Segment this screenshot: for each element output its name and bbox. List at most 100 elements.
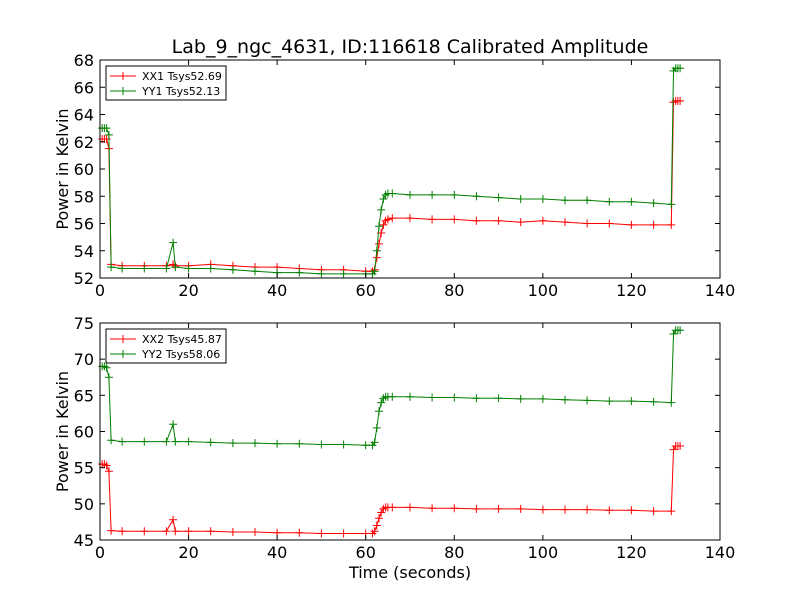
x-tick-label: 60	[356, 281, 376, 300]
y-tick-label: 65	[74, 386, 94, 405]
data-point	[273, 439, 282, 448]
x-tick-label: 140	[705, 281, 736, 300]
data-point	[388, 392, 397, 401]
legend-label: XX1 Tsys52.69	[142, 70, 222, 83]
data-point	[339, 269, 348, 278]
data-point	[295, 268, 304, 277]
data-point	[372, 521, 381, 530]
x-tick-label: 80	[444, 281, 464, 300]
data-point	[377, 508, 386, 517]
data-point	[102, 124, 111, 133]
data-point	[538, 195, 547, 203]
y-tick-label: 55	[74, 459, 94, 478]
data-point	[516, 195, 525, 203]
data-point	[428, 215, 437, 224]
data-point	[339, 440, 348, 449]
legend-box	[105, 328, 227, 364]
legend-marker	[119, 87, 127, 95]
data-point	[102, 461, 111, 470]
data-point	[561, 395, 569, 404]
data-point	[538, 394, 547, 403]
data-point	[627, 197, 636, 206]
data-point	[171, 263, 180, 272]
data-point	[251, 267, 259, 276]
x-tick-label: 140	[705, 543, 736, 562]
x-tick-label: 100	[528, 543, 559, 562]
data-point	[538, 505, 547, 514]
data-point	[375, 407, 383, 416]
data-point	[428, 504, 437, 513]
data-point	[107, 436, 116, 445]
data-point	[370, 267, 379, 276]
data-point	[450, 504, 459, 513]
data-point	[140, 437, 149, 446]
y-tick-label: 70	[74, 350, 94, 369]
data-point	[669, 445, 678, 454]
data-point	[162, 264, 171, 273]
data-point	[171, 527, 180, 536]
data-point	[379, 220, 388, 229]
y-tick-label: 66	[74, 78, 94, 97]
y-tick-label: 45	[74, 531, 94, 550]
data-point	[676, 442, 685, 450]
legend-marker	[119, 72, 127, 80]
y-tick-label: 75	[74, 314, 94, 333]
data-point	[669, 329, 678, 338]
data-point	[583, 396, 592, 405]
data-point	[649, 397, 658, 406]
data-point	[171, 437, 180, 446]
data-point	[494, 504, 503, 513]
data-point	[605, 506, 614, 515]
data-point	[494, 394, 503, 403]
data-point	[583, 219, 592, 228]
legend-box	[105, 65, 227, 101]
data-point	[184, 264, 193, 273]
x-tick-label: 0	[95, 281, 105, 300]
x-axis-label: Time (seconds)	[348, 563, 471, 582]
data-point	[516, 394, 525, 403]
data-point	[251, 439, 259, 448]
data-point	[162, 527, 171, 536]
data-point	[184, 527, 193, 536]
data-point	[649, 507, 658, 516]
data-point	[388, 214, 397, 223]
data-point	[561, 196, 569, 205]
data-point	[162, 437, 171, 446]
legend-marker	[119, 335, 127, 343]
data-point	[649, 220, 658, 229]
data-point	[228, 528, 237, 536]
data-point	[516, 218, 525, 227]
data-point	[140, 527, 149, 536]
data-point	[583, 505, 592, 514]
data-point	[605, 197, 614, 206]
data-point	[251, 528, 259, 536]
data-point	[370, 527, 379, 536]
chart-title: Lab_9_ngc_4631, ID:116618 Calibrated Amp…	[172, 36, 649, 58]
data-point	[317, 440, 326, 449]
data-point	[375, 514, 383, 523]
data-point	[372, 246, 381, 255]
data-point	[206, 438, 215, 447]
data-point	[494, 216, 503, 225]
y-tick-label: 54	[74, 242, 94, 261]
data-point	[228, 265, 237, 274]
data-point	[561, 505, 569, 514]
data-point	[667, 220, 676, 229]
data-point	[370, 438, 379, 447]
data-point	[450, 215, 459, 224]
x-tick-label: 20	[178, 281, 198, 300]
y-tick-label: 62	[74, 133, 94, 152]
data-point	[406, 214, 414, 223]
data-point	[104, 373, 113, 382]
x-tick-label: 0	[95, 543, 105, 562]
data-point	[361, 441, 370, 450]
y-tick-label: 52	[74, 269, 94, 288]
data-point	[118, 264, 127, 273]
y-tick-label: 68	[74, 51, 94, 70]
y-tick-label: 58	[74, 187, 94, 206]
data-point	[472, 192, 481, 201]
data-point	[494, 193, 503, 202]
data-point	[406, 190, 414, 199]
data-point	[627, 397, 636, 406]
